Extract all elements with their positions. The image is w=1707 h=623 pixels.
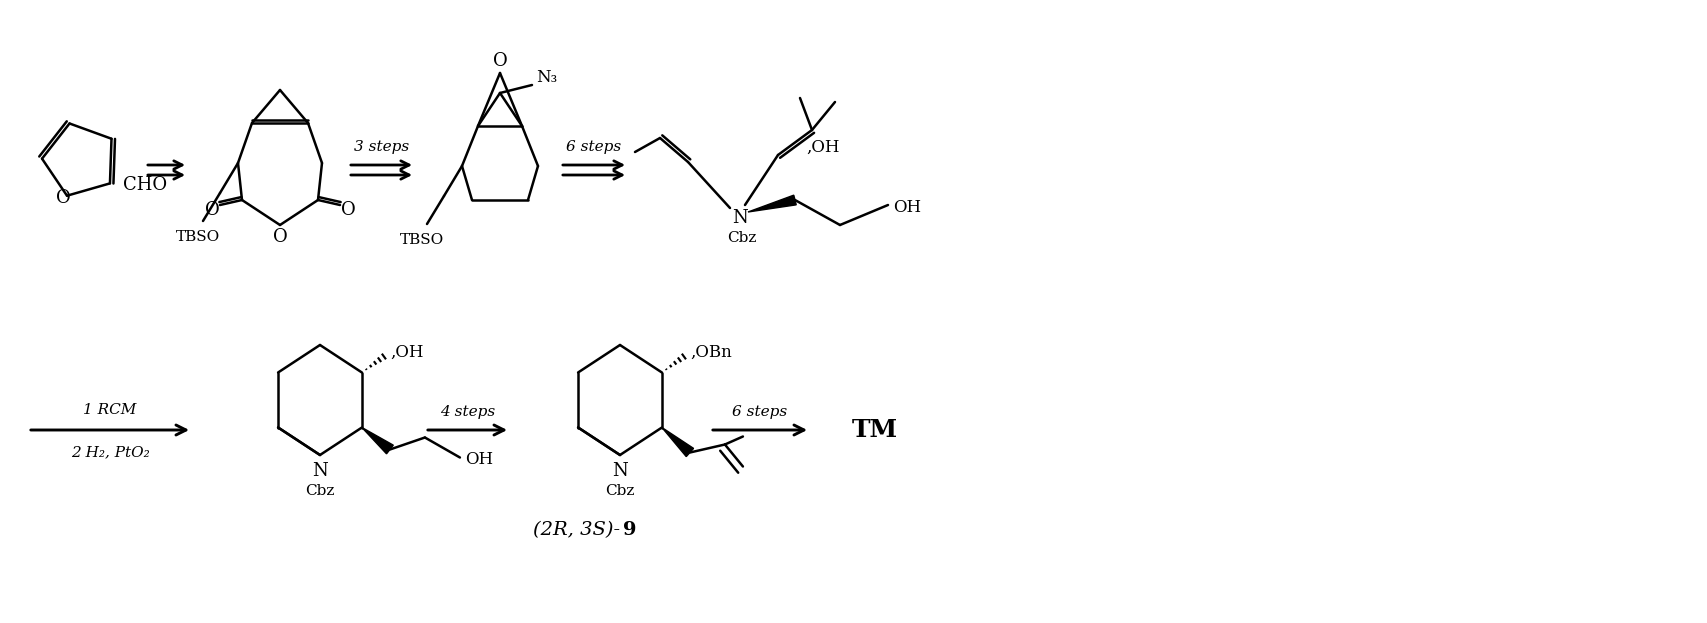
Text: ,OH: ,OH: [389, 344, 423, 361]
Text: ,OBn: ,OBn: [690, 344, 732, 361]
Text: N: N: [312, 462, 328, 480]
Text: O: O: [341, 201, 355, 219]
Text: 9: 9: [623, 521, 637, 539]
Text: ,OH: ,OH: [806, 138, 840, 156]
Text: 4 steps: 4 steps: [440, 405, 495, 419]
Polygon shape: [662, 427, 693, 457]
Text: TBSO: TBSO: [176, 230, 220, 244]
Text: OH: OH: [464, 451, 493, 468]
Text: O: O: [493, 52, 507, 70]
Text: OH: OH: [893, 199, 922, 216]
Text: TM: TM: [852, 418, 898, 442]
Text: O: O: [56, 189, 70, 207]
Text: 6 steps: 6 steps: [732, 405, 787, 419]
Text: CHO: CHO: [123, 176, 167, 194]
Text: 3 steps: 3 steps: [353, 140, 410, 154]
Text: O: O: [205, 201, 220, 219]
Text: 2 H₂, PtO₂: 2 H₂, PtO₂: [70, 445, 150, 459]
Polygon shape: [362, 427, 393, 454]
Text: TBSO: TBSO: [399, 233, 444, 247]
Text: N: N: [732, 209, 748, 227]
Text: (2R, 3S)-: (2R, 3S)-: [533, 521, 620, 539]
Text: Cbz: Cbz: [727, 231, 756, 245]
Text: 6 steps: 6 steps: [567, 140, 621, 154]
Text: Cbz: Cbz: [306, 484, 335, 498]
Text: Cbz: Cbz: [606, 484, 635, 498]
Text: N: N: [613, 462, 628, 480]
Polygon shape: [748, 195, 795, 212]
Text: 1 RCM: 1 RCM: [84, 403, 137, 417]
Text: N₃: N₃: [536, 69, 556, 85]
Text: O: O: [273, 228, 287, 246]
